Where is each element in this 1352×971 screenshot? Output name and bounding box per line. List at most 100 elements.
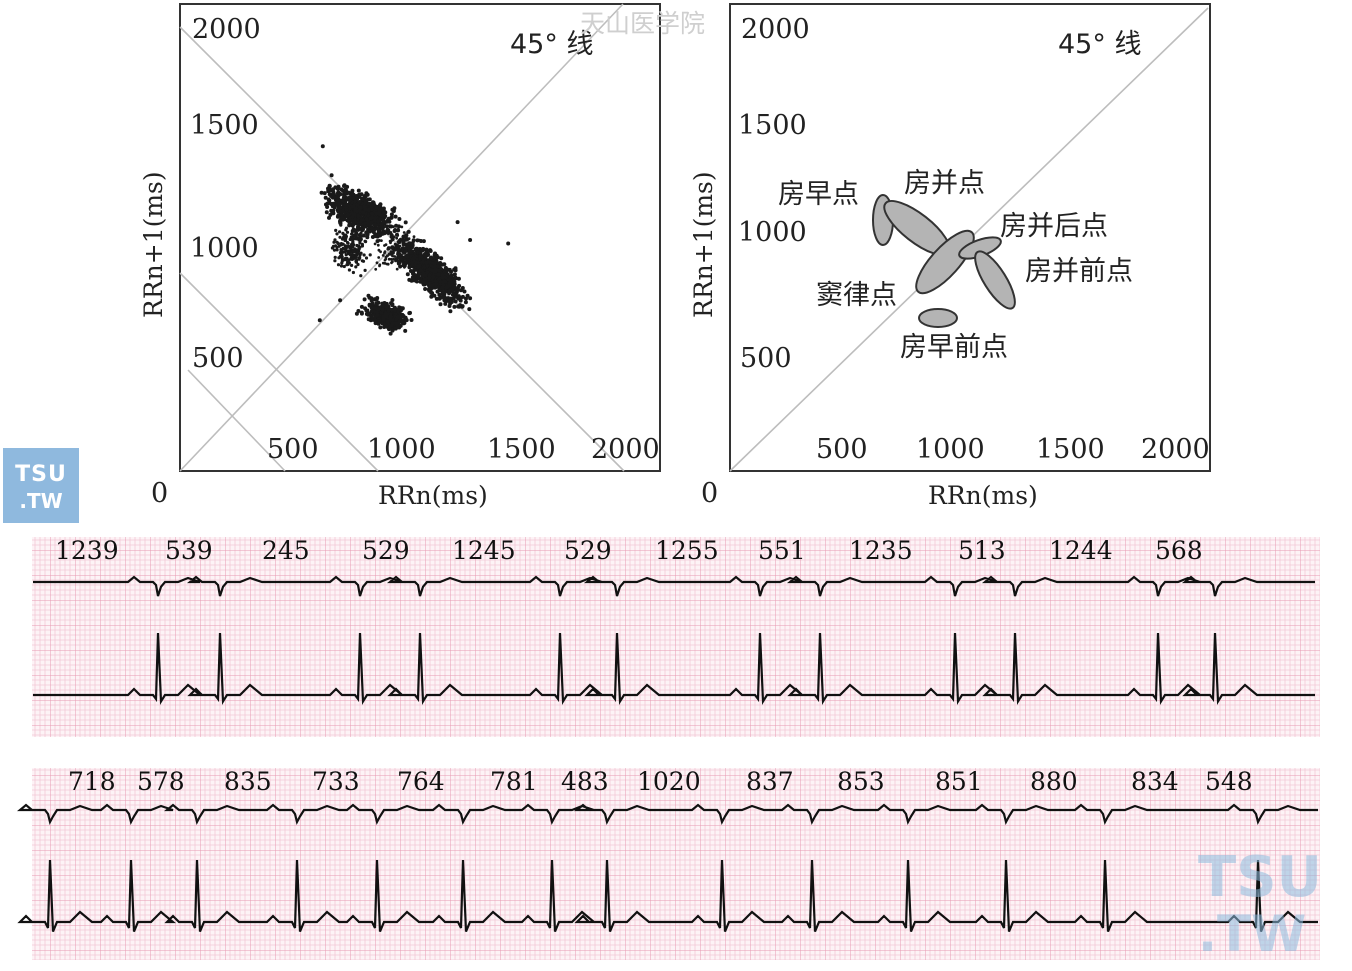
scatter-point: [425, 270, 430, 275]
scatter-point: [402, 231, 406, 234]
rr-label: 1245: [452, 536, 516, 565]
scatter-point: [369, 204, 374, 209]
scatter-point: [361, 210, 366, 215]
scatter-point: [322, 191, 327, 196]
scatter-point: [366, 317, 371, 322]
scatter-point: [351, 239, 355, 243]
scatter-point: [335, 248, 339, 252]
scatter-point: [377, 209, 382, 214]
scatter-point: [345, 184, 350, 189]
scatter-point: [368, 253, 372, 257]
scatter-point: [423, 273, 428, 278]
scatter-point: [350, 215, 355, 219]
scatter-point: [400, 320, 405, 325]
scatter-point: [354, 234, 358, 238]
scatter-point: [438, 302, 443, 307]
scatter-point: [396, 227, 400, 231]
scatter-point: [389, 215, 394, 220]
scatter-point: [331, 187, 336, 192]
scatter-point: [374, 267, 378, 271]
ecg-strip-2-lead-lower: [17, 859, 1318, 933]
scatter-point: [468, 296, 473, 301]
scatter-point: [390, 207, 395, 212]
scatter-point: [366, 293, 371, 298]
scatter-point: [428, 283, 433, 288]
rr-label: 539: [165, 536, 213, 565]
scatter-point: [377, 319, 382, 324]
scatter-point: [403, 249, 407, 253]
rr-label: 837: [746, 767, 794, 796]
right-x-axis-label: RRn(ms): [928, 481, 1038, 510]
scatter-point: [467, 307, 472, 312]
scatter-point: [393, 242, 397, 246]
scatter-point: [331, 201, 336, 206]
scatter-point: [356, 188, 361, 193]
scatter-point: [418, 251, 422, 255]
scatter-point: [353, 206, 358, 211]
rr-label: 568: [1155, 536, 1203, 565]
scatter-point: [411, 250, 415, 254]
scatter-point: [346, 212, 350, 217]
right-y-tick-1000: 1000: [738, 217, 807, 248]
scatter-point: [389, 301, 393, 306]
scatter-point: [432, 261, 437, 266]
scatter-point: [432, 293, 437, 298]
scatter-point: [364, 256, 369, 260]
scatter-point: [337, 244, 341, 248]
scatter-point: [404, 260, 408, 264]
scatter-point: [377, 203, 382, 208]
right-schematic-plot: 1500 1000 500 500 1000 1500 2000 45° 线 房…: [689, 3, 1211, 510]
scatter-point: [341, 231, 345, 235]
scatter-point: [383, 258, 387, 262]
rr-label: 1239: [55, 536, 119, 565]
scatter-point: [393, 326, 398, 331]
scatter-point: [396, 260, 400, 264]
right-x-tick-1500: 1500: [1036, 434, 1105, 465]
scatter-point: [397, 238, 401, 242]
scatter-point: [328, 212, 333, 217]
scatter-point: [346, 190, 351, 195]
scatter-point: [442, 262, 447, 267]
scatter-point: [350, 263, 354, 267]
scatter-point: [333, 255, 337, 259]
scatter-point: [348, 198, 353, 203]
scatter-point: [357, 256, 361, 260]
scatter-point: [414, 279, 419, 284]
scatter-point: [362, 253, 366, 257]
left-x-tick-1000: 1000: [367, 434, 436, 465]
label-post-coupled: 房并后点: [1000, 211, 1108, 242]
scatter-point: [366, 208, 371, 213]
scatter-point: [387, 257, 391, 261]
scatter-point: [346, 260, 350, 264]
scatter-point: [339, 187, 344, 192]
scatter-point: [429, 268, 434, 273]
left-y-tick-2000: 2000: [192, 14, 261, 45]
cluster-pre-coupled: [974, 250, 1016, 310]
label-pre-coupled: 房并前点: [1025, 256, 1133, 287]
scatter-point: [329, 173, 334, 178]
scatter-point: [376, 243, 380, 247]
scatter-point: [437, 268, 442, 273]
scatter-point: [417, 271, 421, 276]
cluster-pre-premature: [918, 308, 958, 328]
scatter-point: [410, 247, 413, 251]
scatter-point: [386, 247, 390, 251]
scatter-point: [403, 234, 407, 238]
scatter-point: [340, 255, 344, 259]
label-sinus: 窦律点: [816, 280, 897, 311]
scatter-point: [339, 264, 344, 268]
scatter-point: [389, 257, 393, 261]
right-y-axis-label: RRn+1(ms): [689, 171, 718, 318]
scatter-point: [350, 188, 355, 193]
scatter-point: [334, 228, 338, 232]
scatter-point: [342, 236, 346, 240]
cluster-sinus: [915, 229, 975, 295]
scatter-point: [335, 194, 340, 199]
tsu-logo: TSU .TW: [3, 448, 79, 523]
scatter-point: [379, 250, 382, 254]
right-y-tick-1500: 1500: [738, 110, 807, 141]
scatter-point: [375, 261, 379, 265]
scatter-point: [411, 241, 415, 244]
scatter-point: [329, 194, 334, 198]
scatter-point: [373, 216, 377, 221]
